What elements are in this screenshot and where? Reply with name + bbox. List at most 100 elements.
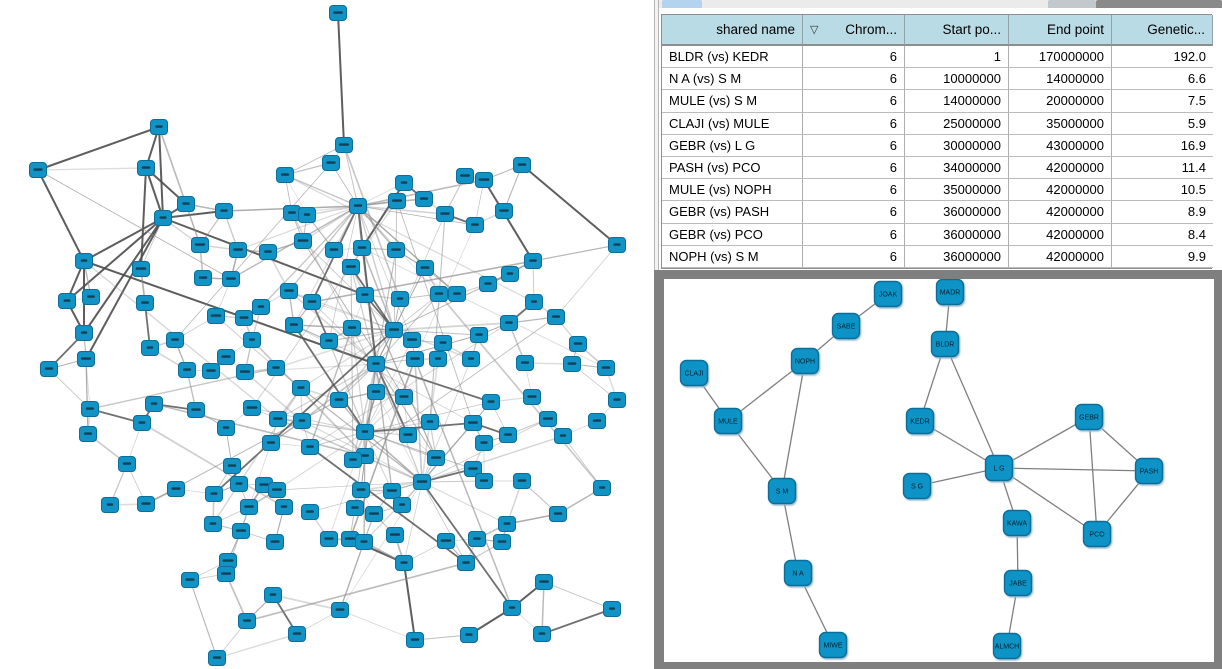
graph-node[interactable] bbox=[386, 527, 404, 543]
graph-node[interactable] bbox=[137, 496, 155, 512]
table-cell[interactable]: 11.4 bbox=[1112, 156, 1213, 180]
graph-edge[interactable] bbox=[364, 431, 423, 483]
graph-node[interactable] bbox=[217, 349, 235, 365]
graph-node[interactable] bbox=[464, 415, 482, 431]
graph-node[interactable] bbox=[513, 473, 531, 489]
table-row[interactable]: MULE (vs) S M 6 14000000 20000000 7.5 bbox=[662, 90, 1213, 113]
graph-node[interactable] bbox=[79, 426, 97, 442]
graph-node[interactable] bbox=[187, 402, 205, 418]
graph-node[interactable] bbox=[387, 242, 405, 258]
table-cell[interactable]: MULE (vs) S M bbox=[662, 90, 803, 113]
table-cell[interactable]: GEBR (vs) L G bbox=[662, 134, 803, 157]
graph-node[interactable] bbox=[393, 497, 411, 513]
graph-edge[interactable] bbox=[421, 435, 564, 483]
table-row[interactable]: MULE (vs) NOPH 6 35000000 42000000 10.5 bbox=[662, 179, 1213, 202]
graph-node[interactable] bbox=[525, 294, 543, 310]
graph-node-n-a[interactable]: N A bbox=[783, 559, 813, 587]
graph-node[interactable] bbox=[298, 207, 316, 223]
table-cell[interactable]: 8.9 bbox=[1112, 201, 1213, 224]
table-cell[interactable]: 25000000 bbox=[905, 112, 1009, 135]
graph-node[interactable] bbox=[178, 362, 196, 378]
table-cell[interactable]: 1 bbox=[905, 46, 1009, 69]
table-cell[interactable]: 6 bbox=[803, 112, 905, 135]
table-cell[interactable]: GEBR (vs) PCO bbox=[662, 223, 803, 246]
graph-node[interactable] bbox=[329, 5, 347, 21]
table-cell[interactable]: 34000000 bbox=[905, 156, 1009, 180]
graph-edge[interactable] bbox=[361, 247, 377, 365]
graph-node[interactable] bbox=[434, 335, 452, 351]
graph-node[interactable] bbox=[499, 427, 517, 443]
graph-node[interactable] bbox=[388, 193, 406, 209]
graph-node[interactable] bbox=[468, 531, 486, 547]
graph-node[interactable] bbox=[288, 626, 306, 642]
graph-node[interactable] bbox=[493, 534, 511, 550]
graph-edge[interactable] bbox=[158, 126, 164, 219]
graph-node[interactable] bbox=[204, 516, 222, 532]
table-cell[interactable]: 6 bbox=[803, 46, 905, 69]
graph-node[interactable] bbox=[266, 534, 284, 550]
graph-node[interactable] bbox=[416, 260, 434, 276]
graph-node[interactable] bbox=[101, 497, 119, 513]
graph-node[interactable] bbox=[513, 157, 531, 173]
graph-node[interactable] bbox=[166, 332, 184, 348]
table-cell[interactable]: 6.6 bbox=[1112, 68, 1213, 91]
graph-node[interactable] bbox=[429, 351, 447, 367]
table-cell[interactable]: 192.0 bbox=[1112, 46, 1213, 69]
graph-edge[interactable] bbox=[375, 363, 492, 403]
graph-node[interactable] bbox=[608, 392, 626, 408]
table-cell[interactable]: 36000000 bbox=[905, 245, 1009, 268]
graph-node[interactable] bbox=[464, 461, 482, 477]
graph-node[interactable] bbox=[391, 291, 409, 307]
graph-node[interactable] bbox=[194, 270, 212, 286]
table-cell[interactable]: 36000000 bbox=[905, 223, 1009, 246]
graph-edge[interactable] bbox=[781, 360, 806, 492]
graph-node[interactable] bbox=[132, 261, 150, 277]
graph-node[interactable] bbox=[503, 600, 521, 616]
graph-node[interactable] bbox=[535, 574, 553, 590]
graph-node[interactable] bbox=[349, 198, 367, 214]
graph-node-sabe[interactable]: SABE bbox=[831, 312, 861, 340]
graph-node[interactable] bbox=[267, 360, 285, 376]
graph-node[interactable] bbox=[330, 392, 348, 408]
graph-node-jabe[interactable]: JABE bbox=[1003, 569, 1033, 597]
table-cell[interactable]: 16.9 bbox=[1112, 134, 1213, 157]
graph-edge[interactable] bbox=[300, 329, 395, 389]
graph-node[interactable] bbox=[533, 626, 551, 642]
table-cell[interactable]: 6 bbox=[803, 201, 905, 224]
graph-node[interactable] bbox=[77, 351, 95, 367]
graph-edge[interactable] bbox=[293, 324, 366, 433]
graph-edge[interactable] bbox=[311, 301, 395, 331]
graph-node[interactable] bbox=[593, 480, 611, 496]
graph-node[interactable] bbox=[406, 632, 424, 648]
network-view-filtered[interactable]: JOAK MADR SABE BLDR NOPH CLAJI MULE KEDR GEBR L G… bbox=[664, 279, 1214, 662]
graph-node[interactable] bbox=[355, 534, 373, 550]
graph-edge[interactable] bbox=[246, 562, 467, 622]
graph-node[interactable] bbox=[470, 327, 488, 343]
graph-edge[interactable] bbox=[37, 126, 160, 171]
panel-splitter[interactable] bbox=[654, 0, 659, 270]
graph-edge[interactable] bbox=[352, 363, 377, 461]
graph-node[interactable] bbox=[29, 162, 47, 178]
table-cell[interactable]: 43000000 bbox=[1009, 134, 1112, 157]
graph-node-s-g[interactable]: S G bbox=[902, 472, 932, 500]
column-header-shared-name[interactable]: shared name bbox=[662, 15, 803, 46]
graph-edge[interactable] bbox=[364, 329, 395, 433]
graph-node[interactable] bbox=[243, 332, 261, 348]
graph-edge[interactable] bbox=[541, 581, 545, 635]
graph-node[interactable] bbox=[475, 473, 493, 489]
graph-node[interactable] bbox=[276, 167, 294, 183]
table-cell[interactable]: 36000000 bbox=[905, 201, 1009, 224]
table-row[interactable]: CLAJI (vs) MULE 6 25000000 35000000 5.9 bbox=[662, 112, 1213, 135]
graph-edge[interactable] bbox=[998, 467, 1150, 472]
graph-edge[interactable] bbox=[343, 144, 359, 207]
graph-node[interactable] bbox=[460, 627, 478, 643]
graph-node[interactable] bbox=[346, 500, 364, 516]
table-cell[interactable]: 10000000 bbox=[905, 68, 1009, 91]
graph-node[interactable] bbox=[395, 389, 413, 405]
graph-edge[interactable] bbox=[339, 541, 365, 611]
graph-node[interactable] bbox=[280, 283, 298, 299]
table-cell[interactable]: 6 bbox=[803, 156, 905, 180]
graph-edge[interactable] bbox=[328, 340, 366, 433]
graph-edge[interactable] bbox=[339, 609, 416, 641]
